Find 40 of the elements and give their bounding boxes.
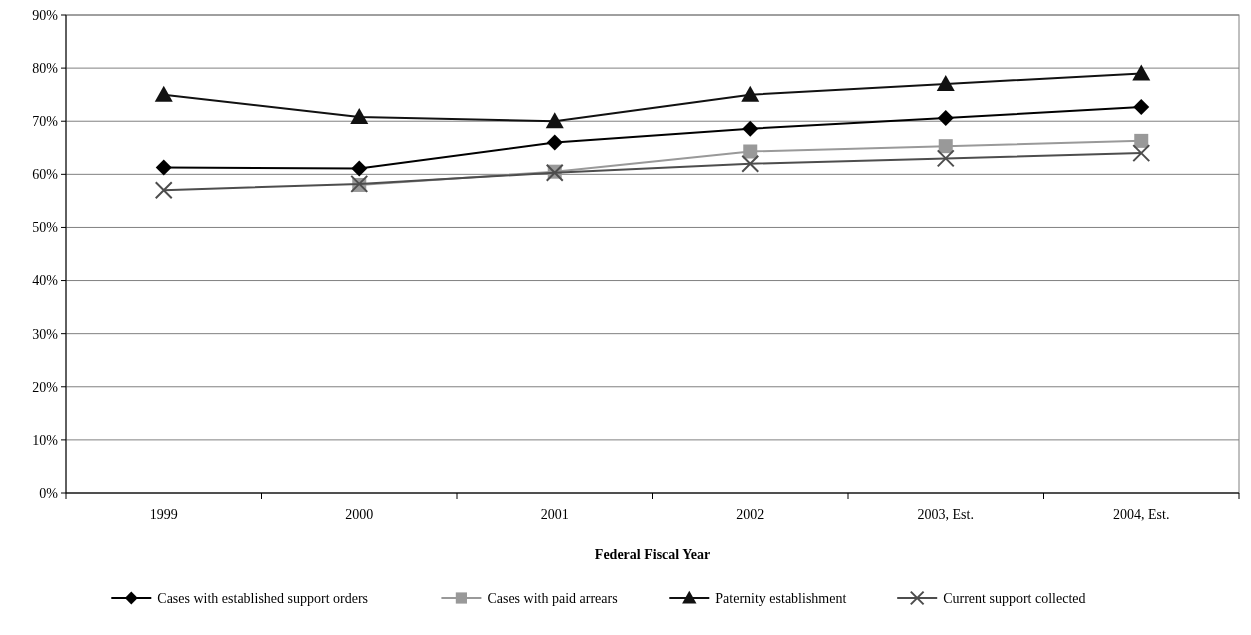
point [350, 107, 369, 124]
legend-label: Paternity establishment [715, 590, 847, 606]
y-tick-label: 40% [32, 273, 59, 289]
y-tick-label: 20% [32, 379, 59, 395]
y-tick-label: 0% [39, 485, 59, 501]
x-axis-title: Federal Fiscal Year [594, 547, 711, 562]
point [1133, 98, 1150, 115]
point [936, 75, 955, 92]
point [742, 120, 759, 137]
x-tick-label: 2003, Est. [917, 507, 974, 522]
point [154, 181, 173, 200]
y-tick-label: 60% [32, 167, 59, 183]
point [937, 110, 954, 127]
legend-label: Cases with established support orders [157, 590, 369, 606]
point [936, 149, 955, 168]
x-tick-label: 1999 [149, 507, 178, 522]
y-tick-label: 30% [32, 326, 59, 342]
y-tick-label: 80% [32, 61, 59, 77]
point [938, 139, 953, 154]
point [545, 112, 564, 129]
y-tick-label: 10% [32, 432, 59, 448]
point [741, 85, 760, 102]
y-tick-label: 70% [32, 114, 59, 130]
point [546, 134, 563, 151]
point [741, 154, 760, 173]
point [1132, 64, 1151, 81]
legend-label: Current support collected [943, 590, 1086, 606]
x-tick-label: 2004, Est. [1113, 507, 1170, 522]
legend-label: Cases with paid arrears [487, 590, 618, 606]
point [1132, 144, 1151, 163]
point [351, 160, 368, 177]
x-tick-label: 2000 [345, 507, 374, 522]
x-tick-label: 2001 [540, 507, 569, 522]
point [155, 159, 172, 176]
y-tick-label: 50% [32, 220, 59, 236]
y-tick-label: 90% [32, 7, 59, 23]
point [154, 85, 173, 102]
point [743, 144, 758, 159]
point [1134, 133, 1149, 148]
x-tick-label: 2002 [736, 507, 765, 522]
